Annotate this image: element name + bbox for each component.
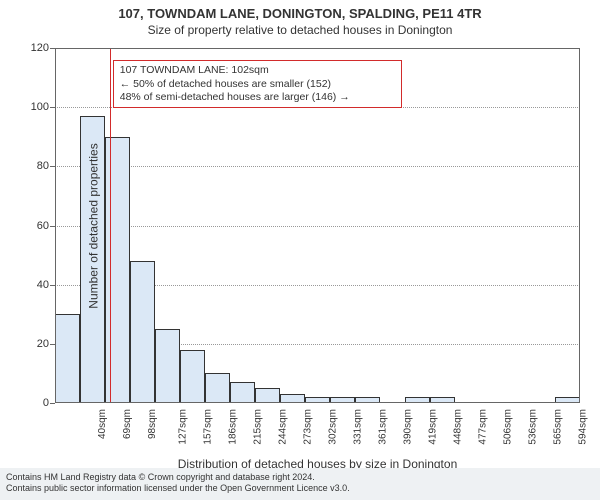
x-tick-label: 302sqm: [325, 409, 338, 445]
x-tick-label: 390sqm: [400, 409, 413, 445]
y-tick-label: 60: [37, 220, 55, 232]
page-title: 107, TOWNDAM LANE, DONINGTON, SPALDING, …: [0, 0, 600, 21]
y-tick-label: 0: [43, 397, 55, 409]
y-tick-label: 20: [37, 338, 55, 350]
x-tick-label: 448sqm: [450, 409, 463, 445]
y-tick-label: 40: [37, 279, 55, 291]
x-tick-label: 361sqm: [375, 409, 388, 445]
y-axis-label: Number of detached properties: [87, 143, 101, 308]
footer: Contains HM Land Registry data © Crown c…: [0, 468, 600, 500]
x-tick-label: 477sqm: [475, 409, 488, 445]
annotation-line: 48% of semi-detached houses are larger (…: [120, 91, 395, 104]
footer-line: Contains HM Land Registry data © Crown c…: [6, 472, 594, 483]
page-subtitle: Size of property relative to detached ho…: [0, 21, 600, 37]
x-tick-label: 186sqm: [225, 409, 238, 445]
x-tick-label: 565sqm: [550, 409, 563, 445]
x-tick-label: 506sqm: [500, 409, 513, 445]
x-tick-label: 127sqm: [175, 409, 188, 445]
x-tick-label: 98sqm: [145, 409, 158, 439]
x-tick-label: 215sqm: [250, 409, 263, 445]
annotation-box: 107 TOWNDAM LANE: 102sqm ← 50% of detach…: [113, 60, 402, 107]
x-tick-label: 157sqm: [200, 409, 213, 445]
x-tick-label: 273sqm: [300, 409, 313, 445]
x-tick-label: 331sqm: [350, 409, 363, 445]
y-tick-label: 120: [31, 42, 55, 54]
x-tick-label: 594sqm: [575, 409, 588, 445]
x-tick-label: 69sqm: [120, 409, 133, 439]
plot-area: 02040608010012040sqm69sqm98sqm127sqm157s…: [55, 48, 580, 403]
annotation-line: 107 TOWNDAM LANE: 102sqm: [120, 64, 395, 77]
x-tick-label: 419sqm: [425, 409, 438, 445]
footer-line: Contains public sector information licen…: [6, 483, 594, 494]
x-tick-label: 536sqm: [525, 409, 538, 445]
y-tick-label: 80: [37, 160, 55, 172]
y-tick-label: 100: [31, 101, 55, 113]
x-tick-label: 40sqm: [95, 409, 108, 439]
x-tick-label: 244sqm: [275, 409, 288, 445]
annotation-line: ← 50% of detached houses are smaller (15…: [120, 78, 395, 91]
chart-container: 107, TOWNDAM LANE, DONINGTON, SPALDING, …: [0, 0, 600, 500]
